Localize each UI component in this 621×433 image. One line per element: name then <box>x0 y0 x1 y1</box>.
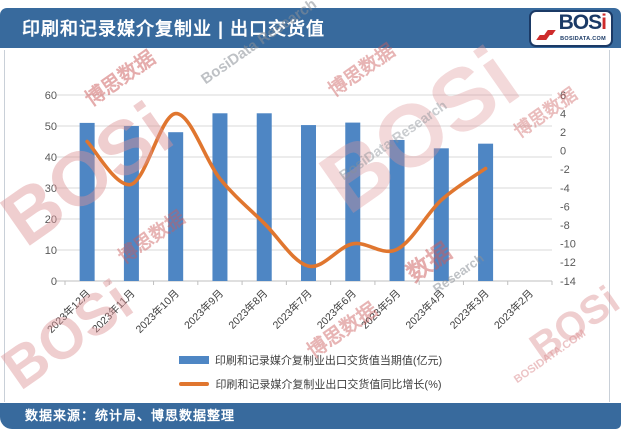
svg-text:2023年8月: 2023年8月 <box>226 287 271 332</box>
svg-text:2023年9月: 2023年9月 <box>181 287 226 332</box>
logo-domain: BOSIDATA.COM <box>560 36 606 42</box>
svg-text:2023年10月: 2023年10月 <box>133 287 182 336</box>
svg-text:2: 2 <box>560 127 566 139</box>
left-axis-labels: 0 10 20 30 40 50 60 <box>45 90 57 288</box>
legend: 印刷和记录媒介复制业出口交货值当期值(亿元) 印刷和记录媒介复制业出口交货值同比… <box>0 352 621 392</box>
svg-text:40: 40 <box>45 152 57 164</box>
svg-text:-14: -14 <box>560 276 576 288</box>
svg-text:6: 6 <box>560 90 566 102</box>
line-series <box>85 111 488 269</box>
svg-text:50: 50 <box>45 121 57 133</box>
svg-text:4: 4 <box>560 108 566 120</box>
svg-text:2023年4月: 2023年4月 <box>403 287 448 332</box>
svg-text:-12: -12 <box>560 257 576 269</box>
svg-text:-6: -6 <box>560 201 570 213</box>
svg-text:30: 30 <box>45 183 57 195</box>
logo-text-accent: i <box>601 11 607 34</box>
legend-item-line: 印刷和记录媒介复制业出口交货值同比增长(%) <box>179 376 442 392</box>
svg-text:0: 0 <box>560 146 566 158</box>
svg-text:-8: -8 <box>560 220 570 232</box>
legend-item-bar: 印刷和记录媒介复制业出口交货值当期值(亿元) <box>178 352 443 368</box>
svg-text:2023年6月: 2023年6月 <box>314 287 359 332</box>
legend-bar-label: 印刷和记录媒介复制业出口交货值当期值(亿元) <box>214 355 443 367</box>
svg-text:-4: -4 <box>560 183 570 195</box>
logo-text: BOSi <box>558 11 607 34</box>
footer-bar: 数据来源：统计局、博思数据整理 <box>0 403 621 429</box>
svg-text:2023年12月: 2023年12月 <box>44 287 93 336</box>
svg-text:-2: -2 <box>560 164 570 176</box>
legend-line-swatch <box>179 382 210 386</box>
right-axis-labels: 6 4 2 0 -2 -4 -6 -8 -10 -12 -14 <box>560 90 576 288</box>
svg-text:2023年7月: 2023年7月 <box>270 287 315 332</box>
chart-frame <box>4 50 610 402</box>
bar-series <box>79 113 494 282</box>
svg-text:20: 20 <box>45 214 57 226</box>
svg-text:2023年3月: 2023年3月 <box>447 287 492 332</box>
svg-text:60: 60 <box>45 90 57 102</box>
chart-title: 印刷和记录媒介复制业 | 出口交货值 <box>22 19 326 39</box>
svg-text:2023年11月: 2023年11月 <box>89 287 137 335</box>
header-bar: 印刷和记录媒介复制业 | 出口交货值 BOSi BOSIDATA.COM <box>0 8 621 48</box>
svg-text:-10: -10 <box>560 239 576 251</box>
svg-text:10: 10 <box>45 245 57 257</box>
svg-text:2023年2月: 2023年2月 <box>491 287 536 332</box>
legend-line-label: 印刷和记录媒介复制业出口交货值同比增长(%) <box>215 379 442 391</box>
bosi-logo: BOSi BOSIDATA.COM <box>529 10 613 47</box>
svg-text:2023年5月: 2023年5月 <box>358 287 403 332</box>
legend-bar-swatch <box>178 356 209 364</box>
data-source: 数据来源：统计局、博思数据整理 <box>25 408 236 423</box>
logo-text-main: BOS <box>558 11 603 34</box>
svg-text:0: 0 <box>51 276 57 288</box>
x-axis-ticks <box>64 281 553 285</box>
